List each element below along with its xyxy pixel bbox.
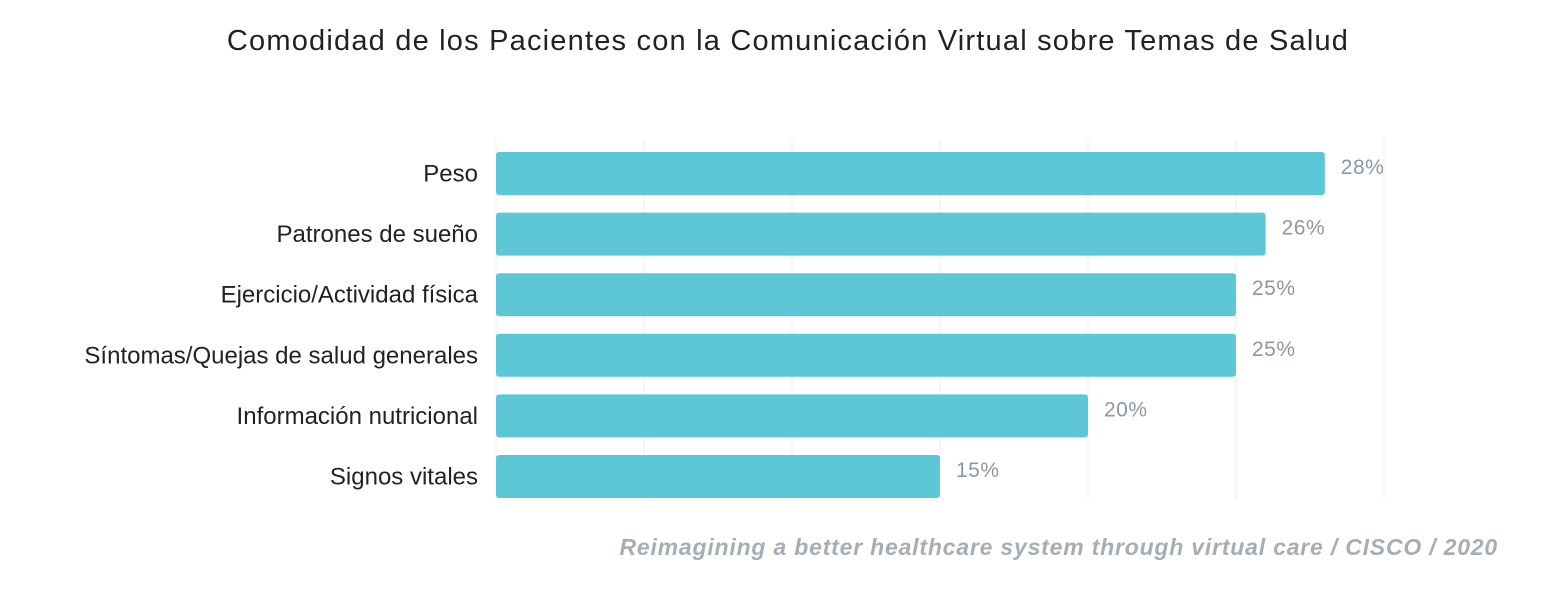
data-label: 25% [1252,277,1296,300]
bar [496,394,1088,438]
category-labels: Peso Patrones de sueño Ejercicio/Actividad… [84,161,478,491]
category-label: Patrones de sueño [277,221,478,248]
data-label: 20% [1104,398,1148,421]
chart-title: Comodidad de los Pacientes con la Comuni… [227,25,1349,57]
data-label: 25% [1252,338,1296,361]
source-note: Reimagining a better healthcare system t… [619,534,1498,560]
category-label: Signos vitales [330,464,478,491]
data-label: 26% [1282,217,1326,240]
bar [496,333,1236,377]
category-label: Información nutricional [237,403,478,430]
data-label: 28% [1341,156,1385,179]
data-label: 15% [956,459,1000,482]
bar [496,455,940,498]
bar [496,152,1325,195]
value-labels: 28% 26% 25% 25% 20% 15% [956,156,1384,482]
category-label: Peso [423,161,478,188]
bar [496,273,1236,317]
category-label: Síntomas/Quejas de salud generales [84,342,478,369]
bar [496,212,1266,256]
category-label: Ejercicio/Actividad física [221,282,479,309]
bars [496,152,1325,498]
grid [495,140,1385,499]
